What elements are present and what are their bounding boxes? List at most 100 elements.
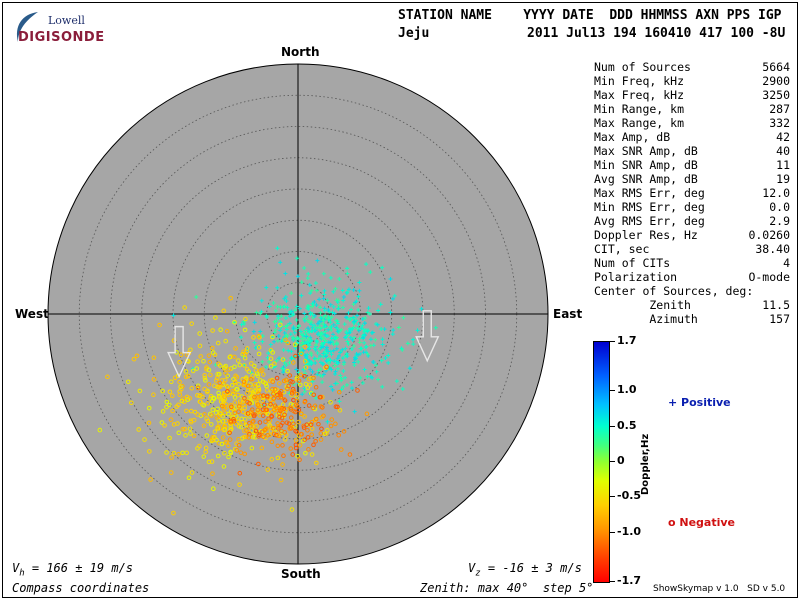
source-point-negative	[242, 351, 248, 357]
source-point-positive	[400, 347, 405, 352]
source-point-positive	[304, 334, 309, 339]
source-point-positive	[362, 329, 367, 334]
source-point-negative	[268, 401, 273, 407]
source-point-positive	[291, 326, 296, 331]
source-point-negative	[233, 346, 238, 351]
source-point-positive	[411, 342, 416, 347]
source-point-negative	[221, 464, 227, 469]
source-point-positive	[272, 339, 277, 344]
source-point-negative	[185, 397, 191, 402]
source-point-negative	[202, 412, 207, 417]
source-point-negative	[222, 450, 227, 456]
source-point-positive	[321, 342, 326, 347]
stat-label: Num of Sources	[594, 60, 691, 74]
coordinate-system: Compass coordinates	[12, 581, 150, 595]
source-point-positive	[319, 319, 324, 324]
source-point-positive	[329, 324, 334, 329]
source-point-negative	[164, 399, 170, 405]
source-point-negative	[328, 400, 333, 405]
source-point-positive	[352, 409, 357, 414]
header-columns: STATION NAME YYYY DATE DDD HHMMSS AXN PP…	[398, 8, 782, 23]
source-point-positive	[336, 353, 341, 358]
source-point-negative	[202, 372, 207, 378]
source-point-positive	[299, 332, 304, 337]
source-point-negative	[306, 376, 312, 382]
source-point-positive	[394, 379, 399, 384]
source-point-positive	[344, 329, 349, 334]
source-point-negative	[304, 422, 310, 427]
source-point-positive	[376, 308, 381, 313]
source-point-negative	[253, 367, 259, 373]
source-point-positive	[252, 320, 257, 325]
source-point-negative	[206, 367, 212, 373]
source-point-negative	[142, 437, 147, 442]
source-point-negative	[228, 295, 233, 301]
source-point-positive	[371, 360, 376, 365]
source-point-negative	[261, 372, 266, 377]
source-point-negative	[213, 378, 219, 383]
source-point-negative	[285, 368, 290, 374]
source-point-negative	[226, 411, 231, 417]
source-point-positive	[332, 371, 337, 376]
source-point-positive	[324, 334, 329, 339]
source-point-negative	[258, 393, 264, 399]
source-point-positive	[315, 351, 320, 356]
source-point-negative	[213, 315, 218, 320]
source-point-negative	[233, 373, 238, 379]
source-point-negative	[254, 395, 260, 401]
source-point-negative	[225, 389, 230, 394]
compass-east: East	[553, 307, 583, 321]
source-point-positive	[334, 341, 339, 346]
source-point-positive	[407, 366, 412, 371]
source-point-positive	[296, 370, 301, 375]
source-point-negative	[336, 389, 342, 395]
source-point-positive	[357, 336, 362, 341]
stat-value: 0.0	[769, 200, 790, 214]
source-point-positive	[315, 372, 320, 377]
source-point-negative	[219, 441, 225, 447]
source-point-negative	[282, 430, 288, 435]
source-point-negative	[294, 375, 300, 380]
source-point-negative	[239, 416, 244, 422]
source-point-positive	[375, 322, 380, 327]
source-point-negative	[306, 403, 312, 408]
source-point-negative	[313, 438, 318, 444]
source-point-negative	[204, 433, 210, 438]
source-point-negative	[219, 378, 225, 383]
source-point-positive	[282, 330, 287, 335]
source-point-negative	[219, 403, 225, 409]
source-point-negative	[195, 359, 200, 364]
source-point-positive	[284, 327, 289, 332]
source-point-negative	[197, 343, 203, 349]
colorbar-tick-mark	[610, 461, 615, 462]
source-point-positive	[289, 355, 294, 360]
source-point-negative	[148, 477, 153, 482]
source-point-negative	[204, 416, 209, 421]
source-point-negative	[301, 425, 307, 430]
source-point-negative	[274, 375, 280, 381]
source-point-positive	[307, 283, 312, 288]
source-point-negative	[302, 399, 307, 405]
source-point-positive	[307, 329, 312, 334]
stat-label: Azimuth	[594, 312, 698, 326]
source-point-negative	[284, 420, 290, 425]
source-point-positive	[254, 310, 259, 315]
source-point-positive	[305, 339, 310, 344]
source-point-positive	[352, 363, 357, 368]
source-point-positive	[378, 302, 383, 307]
source-point-negative	[211, 395, 216, 401]
source-point-negative	[270, 379, 276, 385]
source-point-negative	[286, 421, 292, 426]
source-point-positive	[316, 368, 321, 373]
vh-subscript: h	[19, 568, 25, 579]
source-point-positive	[312, 323, 317, 328]
source-point-negative	[287, 373, 293, 378]
source-point-negative	[302, 359, 308, 364]
source-point-positive	[350, 337, 355, 342]
source-point-negative	[252, 389, 258, 394]
source-point-positive	[258, 311, 263, 316]
source-point-negative	[195, 446, 200, 451]
source-point-positive	[380, 337, 385, 342]
source-point-negative	[293, 409, 298, 415]
